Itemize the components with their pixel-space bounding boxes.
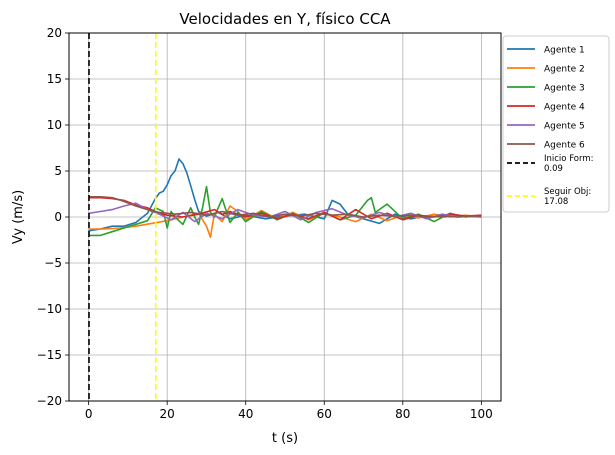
y-tick-label: −20 [37, 394, 62, 408]
legend-label: 17.08 [544, 197, 568, 207]
legend-label: Agente 4 [544, 103, 585, 113]
vertical-lines [88, 33, 157, 401]
series-line-agente-2 [88, 205, 482, 238]
legend: Agente 1 Agente 2 Agente 3 Agente 4 Agente 5… [502, 35, 610, 213]
y-tick-label: 10 [47, 118, 62, 132]
series-line-agente-3 [88, 185, 482, 237]
series-group [88, 158, 482, 238]
legend-label: Inicio Form: [544, 154, 593, 164]
x-tick-label: 40 [238, 407, 253, 421]
legend-label: Agente 6 [544, 141, 585, 151]
chart-title: Velocidades en Y, físico CCA [179, 10, 391, 28]
legend-label: 0.09 [544, 164, 563, 174]
x-tick-label: 60 [317, 407, 332, 421]
x-tick-label: 20 [160, 407, 175, 421]
y-tick-label: 0 [54, 210, 62, 224]
legend-label: Agente 5 [544, 122, 585, 132]
x-tick-label: 80 [395, 407, 410, 421]
x-tick-label: 100 [470, 407, 493, 421]
legend-label: Seguir Obj: [544, 187, 591, 197]
axis-ticks: 0 20 40 60 80 100 −20 −15 −10 −5 0 5 10 15 20 [37, 26, 493, 421]
legend-label: Agente 3 [544, 84, 585, 94]
y-tick-label: −15 [37, 348, 62, 362]
legend-label: Agente 2 [544, 65, 585, 75]
y-tick-label: 5 [54, 164, 62, 178]
legend-label: Agente 1 [544, 46, 585, 56]
x-tick-label: 0 [85, 407, 93, 421]
x-axis-label: t (s) [272, 431, 298, 446]
series-line-agente-6 [88, 196, 482, 218]
y-tick-label: −10 [37, 302, 62, 316]
y-tick-label: 20 [47, 26, 62, 40]
y-tick-label: −5 [44, 256, 62, 270]
y-tick-label: 15 [47, 72, 62, 86]
legend-box [502, 35, 610, 213]
y-axis-label: Vy (m/s) [11, 190, 26, 244]
